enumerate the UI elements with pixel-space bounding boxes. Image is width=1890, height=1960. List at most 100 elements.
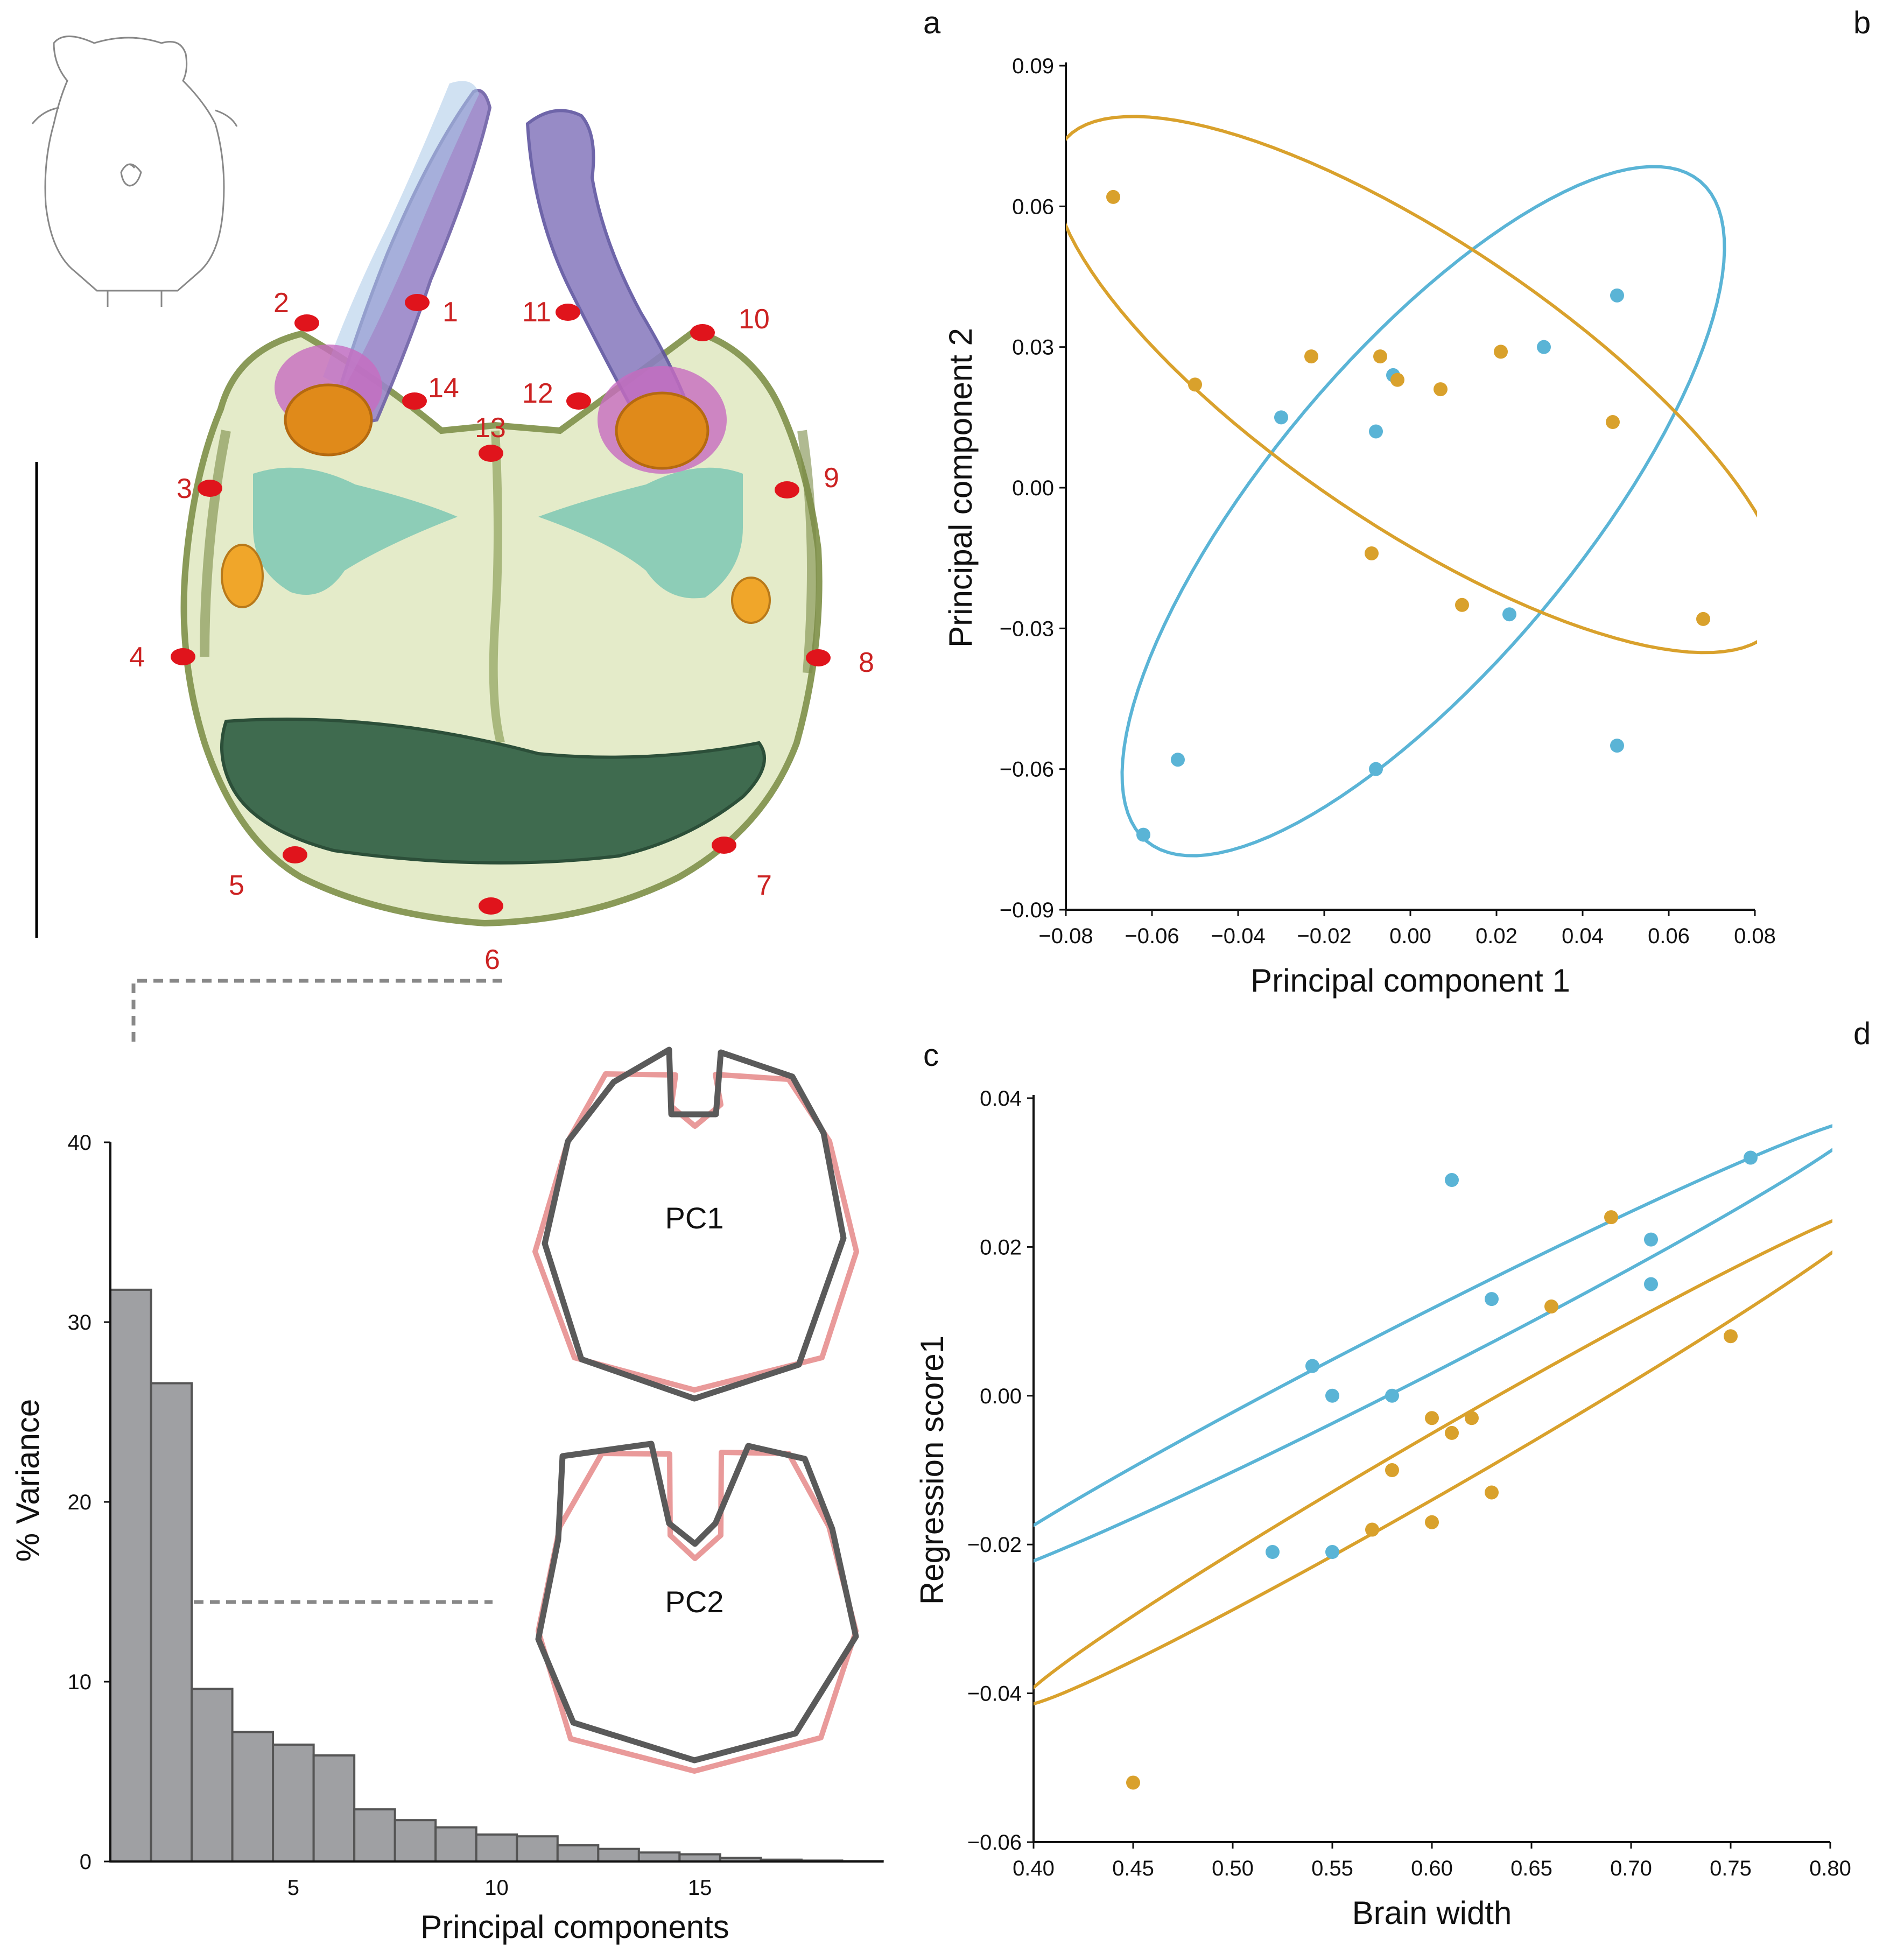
- x-tick-label: 0.45: [1112, 1857, 1154, 1880]
- x-tick-label: 0.60: [1411, 1857, 1453, 1880]
- confidence-ellipses: [1066, 115, 1757, 858]
- pca-scatter-panel: −0.08 −0.06 −0.04 −0.02 0.00 0.02 0.04 0.06 0.08…: [943, 54, 1776, 999]
- point-orange: [1304, 349, 1318, 364]
- point-orange: [1604, 1210, 1618, 1225]
- point-orange: [1390, 373, 1404, 387]
- x-tick-label: 0.06: [1648, 924, 1690, 948]
- x-tick-label: 0.04: [1562, 924, 1604, 948]
- bar-pc-7: [353, 1808, 396, 1863]
- x-tick-label: 15: [688, 1876, 712, 1900]
- turquoise-region-right: [538, 467, 743, 599]
- animal-outline-inset: [31, 36, 238, 307]
- x-tick-label: −0.04: [1211, 924, 1265, 948]
- x-tick-label: 0.75: [1710, 1857, 1752, 1880]
- x-tick-label: −0.02: [1297, 924, 1351, 948]
- y-tick-label: 0.00: [1012, 476, 1054, 500]
- point-blue: [1485, 1292, 1499, 1306]
- orange-region-right-lower: [731, 577, 771, 624]
- point-orange: [1465, 1411, 1479, 1425]
- landmark-1: [405, 294, 430, 311]
- y-tick-label: −0.06: [967, 1831, 1022, 1854]
- point-blue: [1266, 1545, 1280, 1559]
- point-orange: [1724, 1329, 1738, 1344]
- bar-pc-2: [150, 1382, 193, 1863]
- ellipse-blue: [1120, 165, 1726, 858]
- landmark-13: [479, 445, 503, 462]
- point-blue: [1369, 424, 1383, 439]
- pc2-label: PC2: [665, 1585, 724, 1619]
- point-orange: [1385, 1463, 1399, 1477]
- landmark-9: [775, 481, 799, 498]
- landmark-6: [479, 897, 503, 915]
- point-blue: [1502, 607, 1516, 622]
- y-tick-label: 0.04: [980, 1087, 1022, 1111]
- point-blue: [1274, 410, 1288, 425]
- landmark-10: [690, 324, 715, 341]
- x-axis-label: Principal components: [420, 1909, 729, 1945]
- y-tick-label: −0.09: [1000, 898, 1054, 922]
- y-tick-label: −0.03: [1000, 617, 1054, 641]
- ellipse-orange: [1066, 115, 1757, 655]
- x-tick-label: 0.80: [1809, 1857, 1851, 1880]
- landmark-11: [556, 304, 580, 321]
- panel-label-a: a: [923, 5, 941, 40]
- panel-label-c: c: [923, 1038, 939, 1073]
- point-blue: [1325, 1545, 1339, 1559]
- bar-pc-10: [475, 1833, 518, 1863]
- landmark-8: [806, 649, 831, 666]
- landmark-label-1: 1: [442, 297, 458, 328]
- point-orange: [1494, 345, 1508, 359]
- landmark-label-10: 10: [739, 304, 770, 335]
- point-orange: [1434, 382, 1448, 397]
- y-tick-label: 0.09: [1012, 54, 1054, 78]
- point-orange: [1126, 1775, 1140, 1790]
- y-tick-label: −0.02: [967, 1533, 1022, 1557]
- orange-region-right-upper: [615, 391, 709, 470]
- landmark-label-12: 12: [522, 378, 553, 409]
- y-tick-label: 10: [68, 1670, 92, 1694]
- landmark-7: [712, 837, 736, 854]
- point-orange: [1365, 546, 1379, 560]
- bar-pc-3: [191, 1688, 234, 1863]
- x-tick-label: 0.00: [1389, 924, 1431, 948]
- point-orange: [1425, 1515, 1439, 1529]
- point-orange: [1365, 1522, 1379, 1537]
- point-blue: [1369, 762, 1383, 776]
- panel-label-d: d: [1853, 1016, 1871, 1051]
- bar-pc-11: [516, 1835, 559, 1863]
- landmark-3: [198, 480, 222, 497]
- x-tick-label: 10: [484, 1876, 509, 1900]
- bar-pc-12: [556, 1844, 600, 1863]
- landmark-2: [294, 314, 319, 332]
- landmark-label-9: 9: [824, 462, 839, 494]
- pc1-connector: [131, 979, 509, 1042]
- y-tick-label: 0.06: [1012, 195, 1054, 219]
- orange-region-left-lower: [221, 544, 264, 608]
- point-orange: [1445, 1425, 1459, 1440]
- point-blue: [1136, 827, 1150, 842]
- point-blue: [1171, 753, 1185, 767]
- y-tick-label: 0.00: [980, 1385, 1022, 1408]
- x-axis-label: Brain width: [1352, 1895, 1512, 1931]
- orange-region-left-upper: [284, 383, 373, 456]
- point-orange: [1455, 598, 1469, 612]
- panel-label-b: b: [1853, 5, 1871, 40]
- skull-reconstruction: [180, 81, 823, 927]
- variance-bar-panel: 0 10 20 30 40 5 10 15 Principal components % Vari…: [10, 1131, 884, 1945]
- point-blue: [1537, 340, 1551, 354]
- landmark-5: [283, 846, 307, 863]
- point-orange: [1373, 349, 1387, 364]
- point-orange: [1544, 1299, 1558, 1313]
- x-axis-label: Principal component 1: [1250, 963, 1570, 999]
- landmark-label-7: 7: [756, 870, 772, 901]
- pc-shape-outlines: PC1 PC2: [131, 979, 859, 1774]
- landmark-label-3: 3: [177, 473, 192, 504]
- bar-pc-4: [231, 1731, 275, 1863]
- y-tick-label: −0.06: [1000, 758, 1054, 782]
- point-orange: [1425, 1411, 1439, 1425]
- x-tick-label: 0.55: [1311, 1857, 1353, 1880]
- landmark-12: [566, 392, 591, 410]
- ventral-structure: [220, 718, 766, 865]
